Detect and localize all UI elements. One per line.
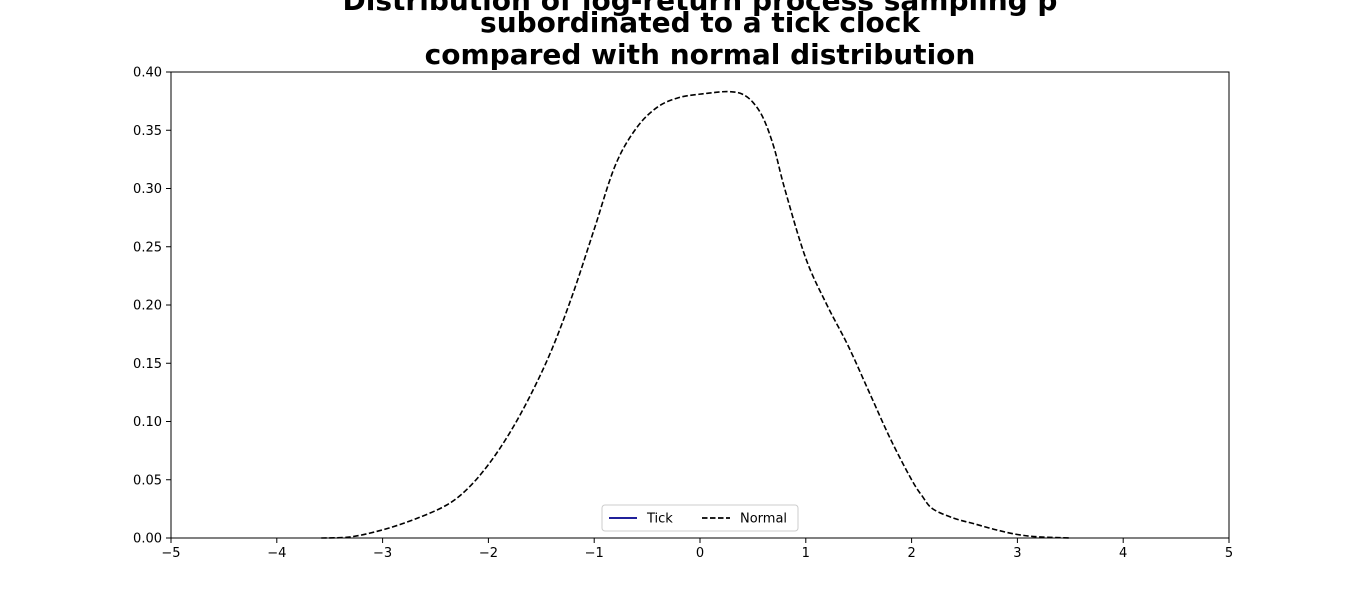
y-tick-label: 0.20: [133, 299, 162, 314]
y-tick-label: 0.15: [133, 357, 162, 372]
x-tick-label: −2: [479, 546, 498, 561]
y-tick-label: 0.35: [133, 124, 162, 139]
y-tick-label: 0.30: [133, 182, 162, 197]
legend: Tick Normal: [601, 504, 799, 532]
y-tick-label: 0.40: [133, 66, 162, 81]
chart-title-line: subordinated to a tick clock: [480, 6, 921, 39]
series-layer: [321, 90, 1071, 539]
plot-area: [170, 71, 1230, 539]
legend-label-normal: Normal: [740, 512, 787, 527]
x-tick-label: −1: [585, 546, 604, 561]
x-tick-label: 3: [1013, 546, 1021, 561]
chart-title: Distribution of log-return process sampl…: [343, 0, 1058, 71]
y-tick-label: 0.00: [133, 532, 162, 547]
x-tick-label: −5: [161, 546, 180, 561]
x-tick-label: 2: [907, 546, 915, 561]
x-tick-label: −3: [373, 546, 392, 561]
x-tick-label: −4: [267, 546, 286, 561]
x-tick-label: 4: [1119, 546, 1127, 561]
x-tick-label: 0: [696, 546, 704, 561]
y-axis: 0.00 0.05 0.10 0.15 0.20 0.25 0.30 0.35 0.40: [133, 66, 171, 547]
x-tick-label: 5: [1225, 546, 1233, 561]
plot-frame: [170, 71, 1230, 539]
y-tick-label: 0.25: [133, 240, 162, 255]
legend-label-tick: Tick: [646, 512, 673, 527]
series-line-normal: [321, 90, 1071, 539]
chart-title-line: compared with normal distribution: [425, 38, 976, 71]
y-tick-label: 0.10: [133, 415, 162, 430]
y-tick-label: 0.05: [133, 473, 162, 488]
legend-box: [601, 504, 799, 532]
x-axis: −5 −4 −3 −2 −1 0 1 2 3 4 5: [161, 538, 1233, 561]
x-tick-label: 1: [802, 546, 810, 561]
chart-title-line: Distribution of log-return process sampl…: [343, 0, 1058, 17]
